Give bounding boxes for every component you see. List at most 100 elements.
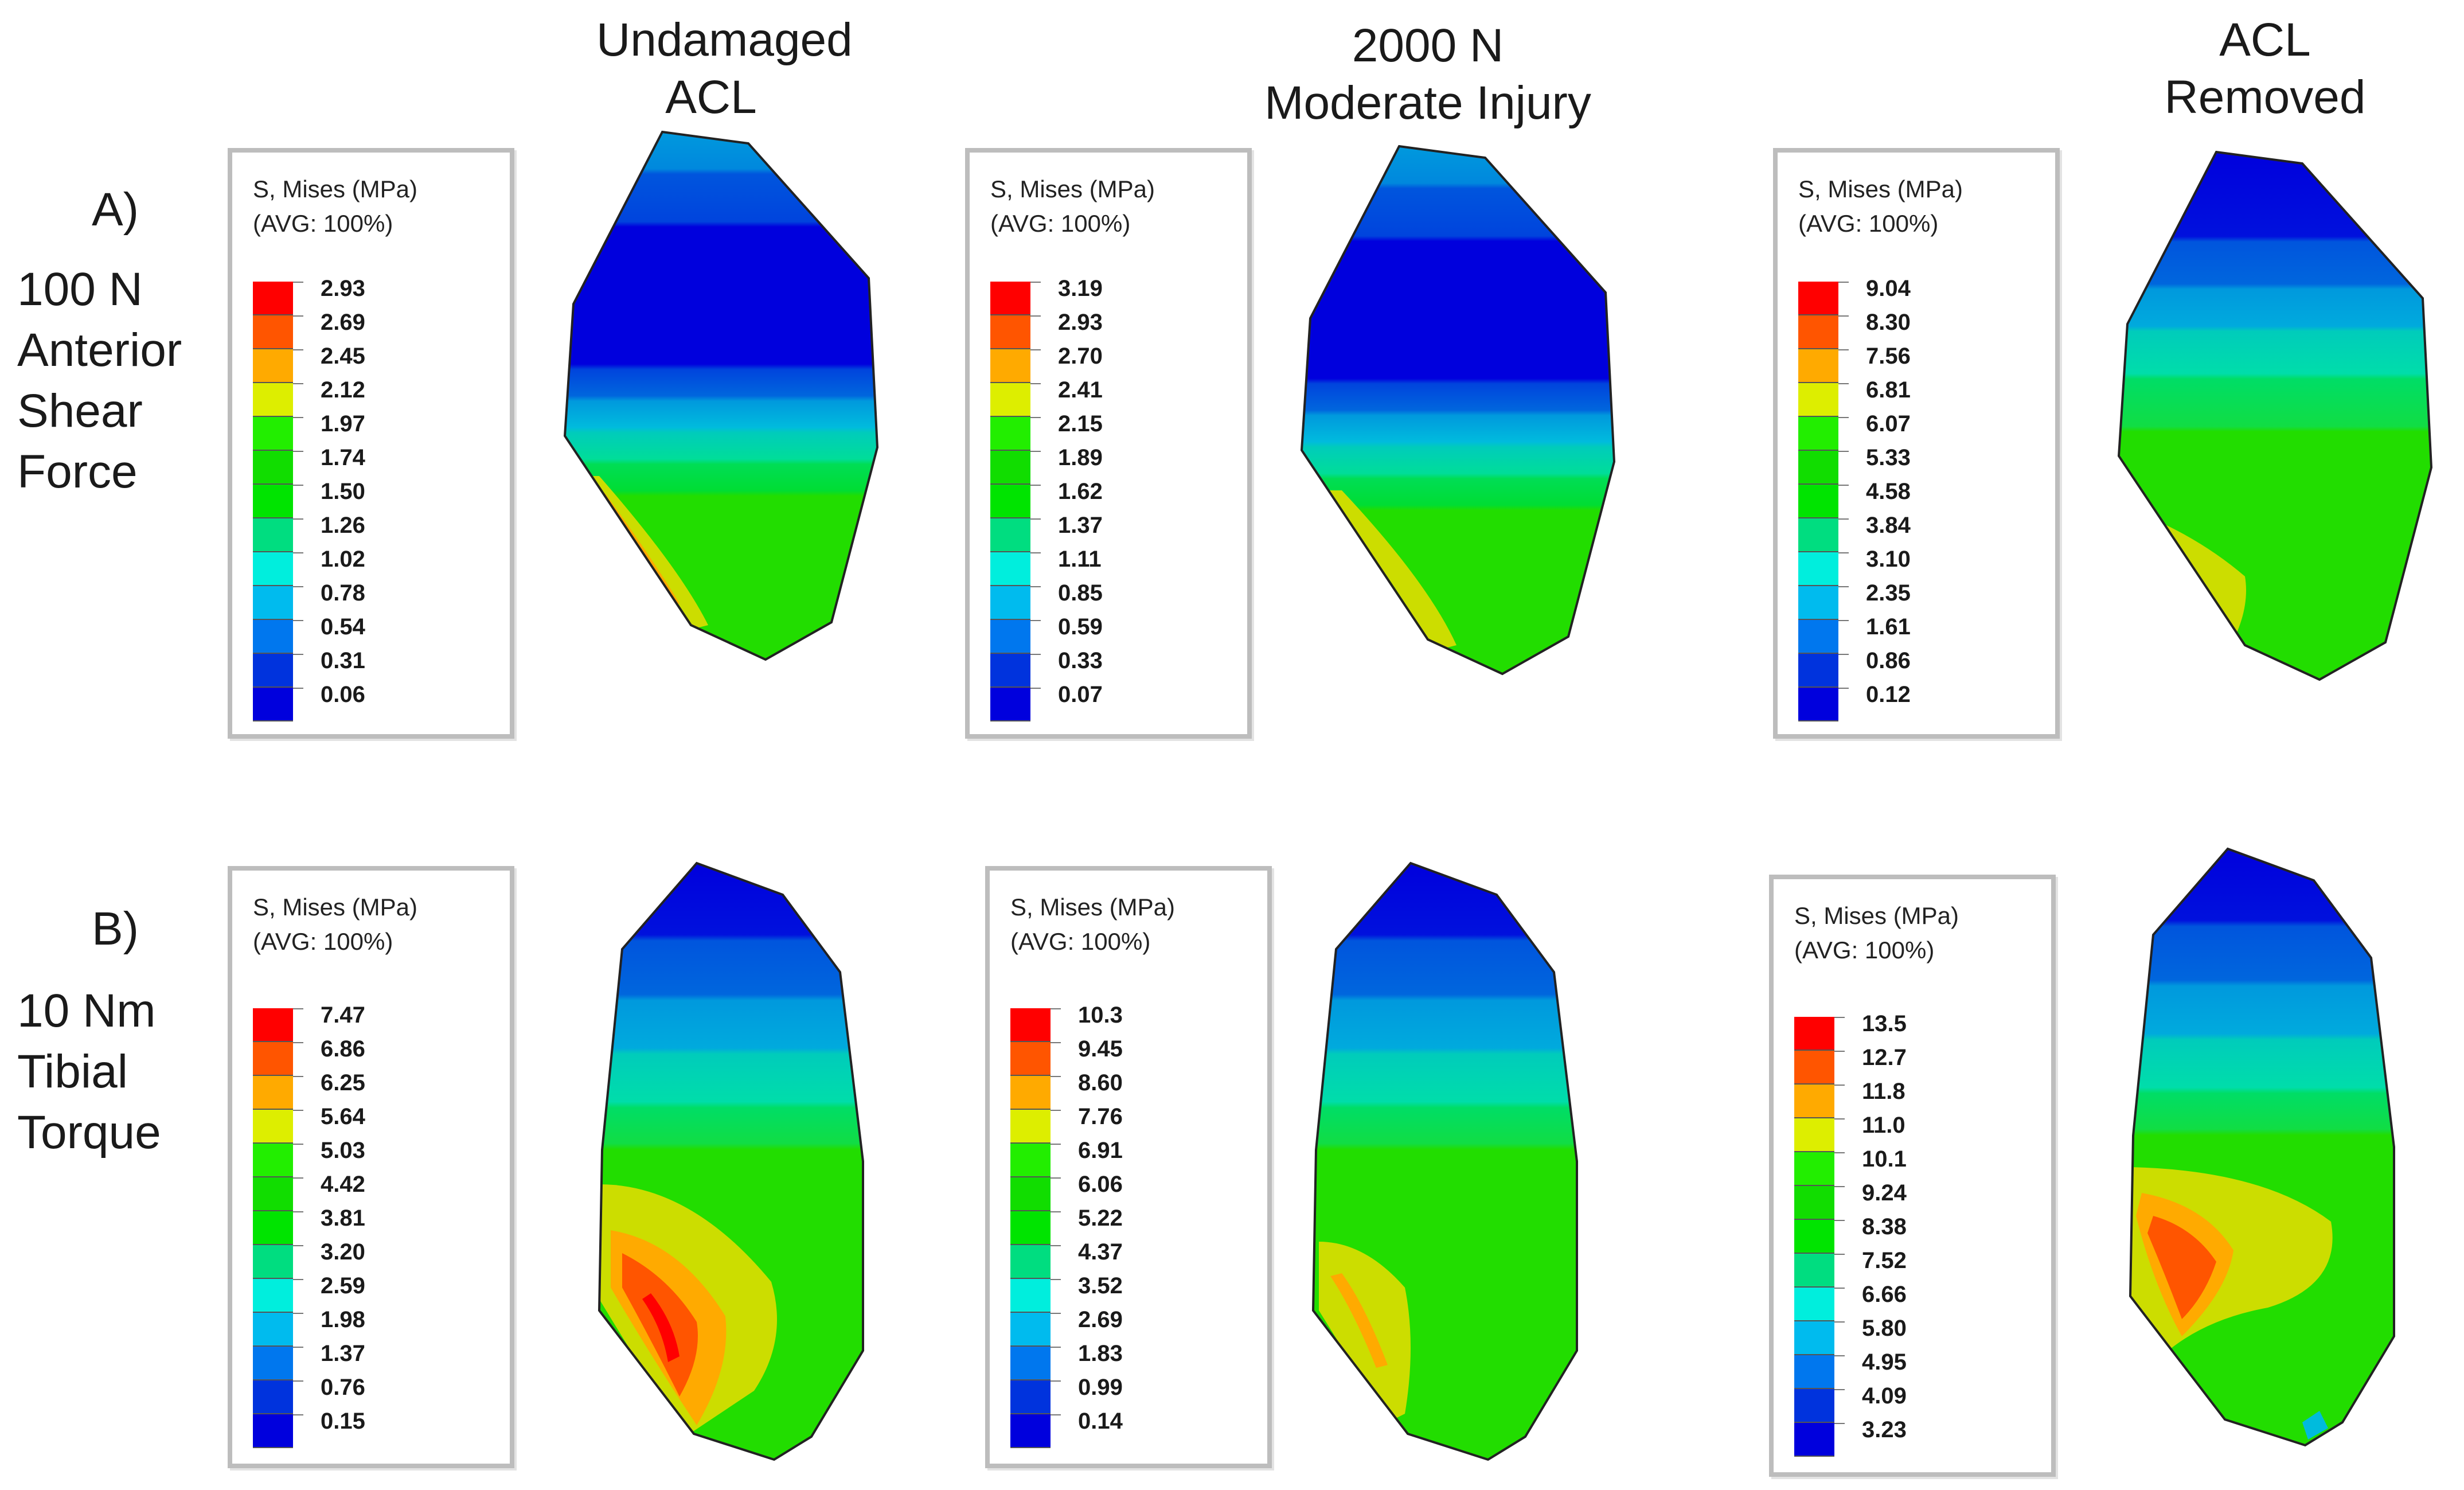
legend-value: 2.69 <box>321 310 365 335</box>
legend-a-undamaged: S, Mises (MPa) (AVG: 100%) 2.93 2.69 2.45 2.1… <box>228 148 514 739</box>
legend-swatch <box>1794 1220 1834 1254</box>
legend-value: 3.84 <box>1866 513 1911 538</box>
legend-tick <box>1051 1008 1061 1009</box>
legend-tick <box>1834 1186 1845 1187</box>
legend-swatch <box>253 620 293 654</box>
legend-swatch <box>1798 451 1838 485</box>
legend-title: S, Mises (MPa) (AVG: 100%) <box>990 175 1155 237</box>
legend-swatch <box>253 451 293 485</box>
legend-swatch <box>990 451 1030 485</box>
legend-swatch <box>1010 1144 1051 1177</box>
legend-tick <box>293 552 303 553</box>
legend-value: 1.74 <box>321 445 365 470</box>
legend-value: 2.12 <box>321 377 365 403</box>
legend-swatch <box>1798 688 1838 721</box>
legend-tick <box>1051 1042 1061 1043</box>
legend-swatch <box>253 282 293 315</box>
legend-tick <box>293 1177 303 1179</box>
legend-swatch <box>990 485 1030 518</box>
legend-tick <box>293 1076 303 1077</box>
legend-tick <box>293 620 303 621</box>
legend-swatch <box>253 1347 293 1380</box>
legend-swatch <box>253 485 293 518</box>
legend-value: 0.31 <box>321 648 365 673</box>
legend-tick <box>1838 451 1849 452</box>
legend-value: 9.24 <box>1862 1180 1907 1206</box>
legend-swatch <box>990 654 1030 688</box>
legend-tick <box>293 1380 303 1382</box>
legend-value: 7.52 <box>1862 1248 1907 1273</box>
stress-map-a-2000n <box>1300 145 1616 676</box>
legend-tick <box>293 485 303 486</box>
legend-b-removed: S, Mises (MPa) (AVG: 100%) 13.5 12.7 11.8 11.… <box>1769 875 2056 1477</box>
legend-swatch <box>1798 518 1838 552</box>
legend-value: 1.89 <box>1058 445 1103 470</box>
legend-swatch <box>253 1380 293 1414</box>
legend-swatch <box>1798 586 1838 620</box>
legend-swatch <box>1794 1389 1834 1423</box>
legend-swatch <box>253 1414 293 1448</box>
legend-swatch <box>1010 1076 1051 1110</box>
legend-title: S, Mises (MPa) (AVG: 100%) <box>253 894 418 955</box>
legend-value: 10.1 <box>1862 1146 1907 1172</box>
legend-swatch <box>253 688 293 721</box>
legend-swatch <box>990 620 1030 654</box>
legend-swatch <box>1010 1414 1051 1448</box>
legend-tick <box>293 1279 303 1280</box>
legend-swatch <box>990 315 1030 349</box>
legend-tick <box>1838 518 1849 520</box>
legend-value: 1.11 <box>1058 547 1102 572</box>
legend-value: 5.22 <box>1078 1206 1123 1231</box>
legend-tick <box>1030 349 1041 350</box>
legend-value: 1.37 <box>321 1341 365 1366</box>
legend-value: 0.78 <box>321 580 365 606</box>
legend-tick <box>293 1245 303 1246</box>
legend-tick <box>1051 1144 1061 1145</box>
legend-tick <box>1838 688 1849 689</box>
legend-value: 0.86 <box>1866 648 1911 673</box>
legend-swatch <box>1794 1423 1834 1457</box>
legend-swatch <box>253 654 293 688</box>
legend-a-2000n: S, Mises (MPa) (AVG: 100%) 3.19 2.93 2.70 2.4… <box>965 148 1252 739</box>
legend-tick <box>1834 1254 1845 1255</box>
legend-tick <box>293 1313 303 1314</box>
legend-tick <box>1030 315 1041 317</box>
legend-swatch <box>1794 1051 1834 1085</box>
legend-tick <box>1051 1110 1061 1111</box>
legend-tick <box>1030 586 1041 587</box>
legend-value: 0.54 <box>321 614 365 639</box>
legend-title: S, Mises (MPa) (AVG: 100%) <box>1010 894 1176 955</box>
stress-map-b-removed <box>2129 847 2395 1447</box>
legend-a-removed: S, Mises (MPa) (AVG: 100%) 9.04 8.30 7.56 6.8… <box>1773 148 2060 739</box>
legend-value: 4.95 <box>1862 1349 1907 1375</box>
legend-tick <box>1051 1414 1061 1415</box>
legend-value: 0.85 <box>1058 580 1103 606</box>
legend-value: 3.52 <box>1078 1273 1123 1298</box>
legend-swatch <box>1798 485 1838 518</box>
legend-swatch <box>1010 1347 1051 1380</box>
legend-swatch <box>253 1245 293 1279</box>
legend-value: 7.76 <box>1078 1104 1123 1129</box>
legend-tick <box>293 1414 303 1415</box>
legend-tick <box>1051 1313 1061 1314</box>
legend-value: 1.61 <box>1866 614 1911 639</box>
legend-tick <box>1834 1051 1845 1052</box>
legend-tick <box>1030 282 1041 283</box>
legend-swatch <box>1794 1288 1834 1321</box>
legend-swatch <box>253 1144 293 1177</box>
stress-map-a-removed <box>2117 150 2433 681</box>
legend-swatch <box>990 552 1030 586</box>
legend-swatch <box>1794 1085 1834 1118</box>
legend-value: 7.47 <box>321 1003 365 1028</box>
legend-value: 2.69 <box>1078 1307 1123 1332</box>
legend-value: 0.15 <box>321 1409 365 1434</box>
legend-swatch <box>1798 552 1838 586</box>
legend-value: 0.12 <box>1866 682 1911 707</box>
legend-tick <box>293 1211 303 1212</box>
legend-value: 1.50 <box>321 479 365 504</box>
legend-swatch <box>1794 1321 1834 1355</box>
legend-value: 5.03 <box>321 1138 365 1163</box>
legend-swatch <box>990 383 1030 417</box>
legend-swatch <box>1010 1177 1051 1211</box>
legend-value: 0.14 <box>1078 1409 1123 1434</box>
